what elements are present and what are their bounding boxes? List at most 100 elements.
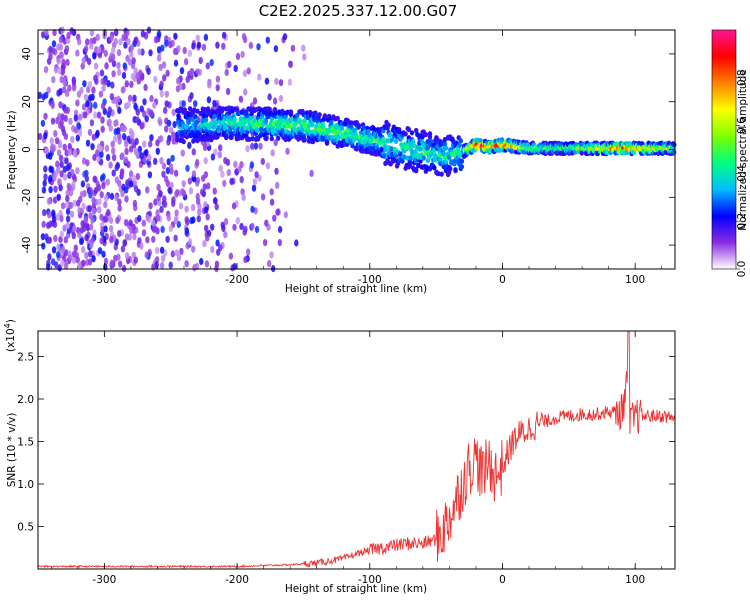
- spectrogram-cell: [336, 133, 341, 140]
- spectrogram-cell: [220, 106, 226, 112]
- spectrogram-cell: [101, 250, 106, 258]
- spectrogram-cell: [92, 175, 97, 183]
- spectrogram-cell: [60, 245, 66, 253]
- spectrogram-cell: [147, 154, 152, 162]
- spectrogram-cell: [232, 116, 237, 122]
- spectrogram-cell: [117, 132, 122, 140]
- colorbar-tick-label: 0.2: [736, 213, 748, 230]
- spectrogram-cell: [203, 157, 208, 165]
- spectrogram-cell: [202, 183, 207, 191]
- spectrogram-cell: [204, 206, 209, 214]
- spectrogram-cell: [52, 215, 57, 223]
- spectrogram-cell: [120, 190, 125, 198]
- spectrogram-cell: [393, 138, 399, 144]
- spectrogram-cell: [250, 142, 255, 150]
- spectrogram-cell: [113, 254, 118, 262]
- spectrogram-cell: [195, 176, 201, 184]
- colorbar: 0.0 0.2 0.4 0.6 0.8 Normalized spectral ampl…: [711, 29, 749, 277]
- spectrogram-cell: [58, 36, 64, 44]
- spectrogram-cell: [159, 80, 164, 88]
- spectrogram-cell: [152, 101, 157, 109]
- spectrogram-cell: [62, 165, 67, 173]
- spectrogram-cell: [240, 50, 245, 59]
- spectrogram-cell: [69, 27, 75, 35]
- spectrogram-cell: [443, 159, 449, 165]
- spectrogram-cell: [322, 113, 328, 119]
- spectrogram-cell: [254, 171, 259, 179]
- spectrogram-cell: [145, 214, 150, 222]
- spectrogram-cell: [227, 110, 232, 116]
- spectrogram-cell: [68, 117, 73, 125]
- spectrogram-cell: [260, 193, 266, 201]
- spectrogram-cell: [54, 261, 59, 269]
- spectrogram-cell: [129, 80, 134, 88]
- spectrogram-cell: [224, 68, 229, 77]
- spectrogram-cell: [228, 126, 233, 132]
- spectrogram-cell: [58, 184, 63, 192]
- y-tick-label: 2.5: [17, 352, 34, 364]
- spectrogram-cell: [389, 137, 394, 143]
- spectrogram-cell: [242, 69, 248, 78]
- spectrogram-cell: [161, 162, 167, 170]
- spectrogram-cell: [244, 110, 249, 117]
- x-tick-label: -300: [92, 274, 116, 286]
- spectrogram-cell: [47, 211, 52, 219]
- spectrogram-cell: [212, 113, 217, 119]
- spectrogram-cell: [280, 127, 285, 134]
- spectrogram-cell: [193, 114, 198, 120]
- spectrogram-cell: [73, 114, 79, 122]
- spectrogram-cell: [350, 143, 355, 149]
- spectrogram-cell: [283, 136, 288, 143]
- spectrogram-cell: [43, 66, 49, 74]
- spectrogram-cell: [65, 215, 71, 223]
- spectrogram-cell: [40, 233, 46, 241]
- spectrogram-cell: [446, 154, 452, 160]
- spectrogram-cell: [354, 146, 359, 152]
- spectrogram-cell: [132, 233, 137, 241]
- spectrogram-cell: [116, 49, 122, 57]
- spectrogram-cell: [282, 33, 288, 41]
- spectrogram-cell: [257, 73, 262, 81]
- spectrogram-cell: [72, 225, 77, 233]
- spectrogram-cell: [89, 119, 95, 127]
- spectrogram-cell: [48, 53, 53, 61]
- spectrogram-cell: [97, 247, 103, 255]
- spectrogram-cell: [206, 96, 212, 104]
- spectrogram-cell: [145, 236, 150, 244]
- spectrogram-cell: [235, 217, 240, 225]
- spectrogram-cell: [48, 186, 53, 194]
- spectrogram-cell: [229, 177, 234, 186]
- spectrogram-cell: [148, 49, 153, 57]
- spectrogram-cell: [62, 173, 68, 181]
- spectrogram-cell: [58, 154, 64, 162]
- spectrogram-cell: [130, 130, 135, 138]
- spectrogram-cell: [72, 175, 78, 183]
- spectrogram-cell: [163, 106, 168, 114]
- spectrogram-cell: [221, 42, 226, 50]
- colorbar-frame: [711, 29, 737, 270]
- spectrogram-cell: [153, 225, 158, 233]
- spectrogram-cell: [287, 123, 293, 129]
- spectrogram-cell: [93, 74, 98, 82]
- spectrogram-cell: [168, 261, 173, 269]
- spectrogram-cell: [180, 149, 185, 157]
- spectrogram-y-label: Frequency (Hz): [6, 110, 18, 189]
- spectrogram-cell: [411, 142, 417, 148]
- spectrogram-cell: [99, 213, 104, 221]
- spectrogram-cell: [85, 100, 90, 108]
- spectrogram-cell: [89, 42, 94, 50]
- spectrogram-cell: [285, 147, 290, 155]
- spectrogram-cell: [41, 220, 46, 228]
- spectrogram-cell: [210, 245, 215, 254]
- spectrogram-cell: [48, 174, 53, 182]
- spectrogram-cell: [129, 226, 134, 235]
- spectrogram-cell: [77, 261, 82, 269]
- spectrogram-cell: [202, 143, 208, 151]
- spectrogram-cell: [168, 41, 173, 49]
- spectrogram-cell: [66, 182, 72, 190]
- spectrogram-cell: [181, 180, 186, 188]
- spectrogram-cell: [118, 38, 123, 46]
- spectrogram-cell: [182, 46, 187, 55]
- spectrogram-cell: [666, 140, 672, 146]
- spectrogram-cell: [135, 108, 140, 116]
